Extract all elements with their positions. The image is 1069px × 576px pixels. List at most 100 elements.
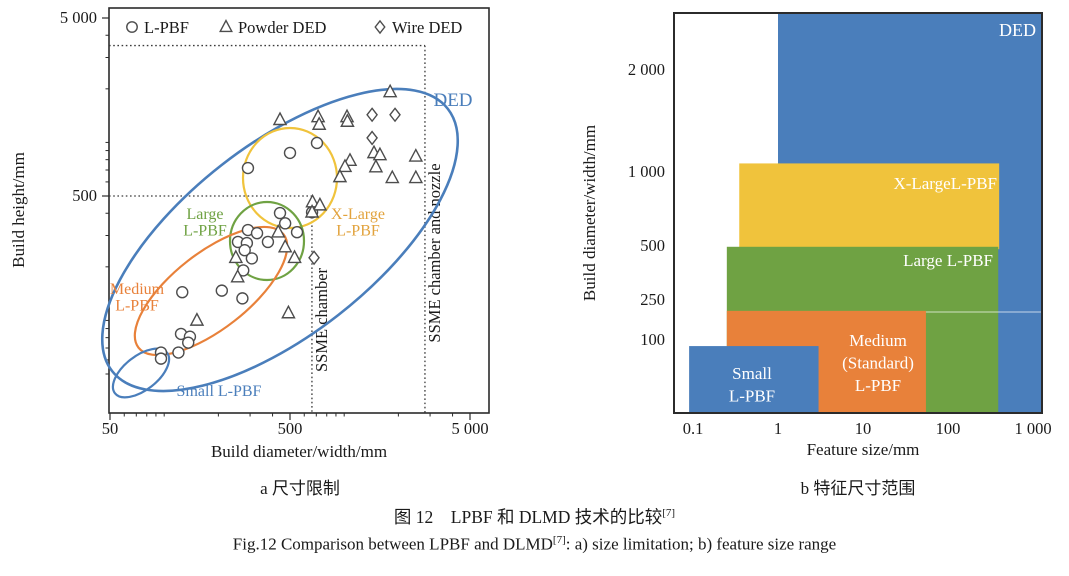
legend-label: L-PBF [144,18,189,37]
region-small-l-pbf [689,346,819,413]
x-tick-label: 1 [774,419,782,438]
point-wire-ded [308,250,320,266]
x-tick-label: 50 [102,419,119,438]
x-axis-title: Build diameter/width/mm [211,442,387,461]
y-tick-label: 2 000 [628,60,665,79]
point-l-pbf [241,161,255,175]
point-l-pbf [250,227,264,240]
group-label: L-PBF [115,298,159,315]
region-label: L-PBF [729,387,775,406]
group-label: X-Large [331,206,385,223]
point-powder-ded [340,113,355,127]
region-label: Large L-PBF [903,251,993,270]
point-l-pbf [176,286,189,299]
x-tick-label: 10 [855,419,872,438]
caption-english-text: Fig.12 Comparison between LPBF and DLMD [232,534,553,554]
subcaption-a: a 尺寸限制 [110,474,490,499]
point-powder-ded [270,223,286,238]
group-label: DED [433,90,472,111]
x-tick-label: 1 000 [1014,419,1051,438]
legend-marker-triangle [219,19,233,33]
region-x-largel-pbf [739,163,1000,250]
point-powder-ded [372,146,388,161]
point-powder-ded [272,111,288,126]
point-l-pbf [238,244,251,257]
region-label: (Standard) [842,354,914,373]
reference-line-label: SSME chamber [312,267,331,372]
reference-line-label: SSME chamber and nozzle [425,163,444,342]
chart-a-size-limitation: 50 500 5 000 500 5 000 SSME chamber SSME chamb… [9,7,490,461]
caption-english-ref: [7] [552,534,566,546]
point-powder-ded [277,238,293,253]
group-label: Large [186,206,223,223]
region-label: L-PBF [855,376,901,395]
chart-b-feature-size-range: DED X-LargeL-PBF Large L-PBF Medium (Standar… [580,12,1052,459]
point-l-pbf [236,292,249,305]
point-l-pbf [215,284,229,297]
point-powder-ded [281,304,296,319]
x-tick-label: 500 [278,419,303,438]
group-ellipse-ded [100,87,460,393]
y-tick-label: 500 [72,186,97,205]
x-tick-label: 100 [936,419,961,438]
point-powder-ded [332,168,348,183]
point-l-pbf [154,352,168,365]
point-powder-ded [408,148,424,162]
legend-marker-circle [126,21,138,33]
point-powder-ded [337,158,353,173]
caption-english-tail: : a) size limitation; b) feature size ra… [565,534,837,554]
point-powder-ded [228,249,244,264]
region-label: X-LargeL-PBF [893,174,997,193]
point-powder-ded [304,203,320,218]
x-tick-label: 0.1 [683,419,704,438]
point-wire-ded [389,107,401,123]
group-label: Medium [110,281,165,298]
region-label: Small [732,364,772,383]
point-l-pbf [273,206,287,220]
point-powder-ded [312,196,328,211]
point-l-pbf [172,346,185,359]
caption-english: Fig.12 Comparison between LPBF and DLMD[… [0,534,1069,555]
point-powder-ded [408,169,424,184]
point-l-pbf [278,217,292,230]
point-l-pbf [283,146,297,160]
point-powder-ded [385,169,400,184]
point-wire-ded [366,107,378,123]
subcaption-a-text: a 尺寸限制 [260,479,340,498]
y-tick-label: 5 000 [60,8,97,27]
region-label: DED [999,20,1036,40]
y-tick-label: 250 [640,290,665,309]
caption-chinese-ref: [7] [662,507,676,520]
caption-chinese-text: 图 12 LPBF 和 DLMD 技术的比较 [393,507,663,527]
point-powder-ded [368,158,384,173]
plot-frame [108,7,490,414]
point-l-pbf [261,235,275,249]
group-label: L-PBF [336,223,380,240]
point-l-pbf [290,226,304,239]
x-axis-title: Feature size/mm [807,440,920,459]
point-l-pbf [245,252,259,265]
point-l-pbf [310,136,324,150]
y-tick-label: 100 [640,330,665,349]
point-powder-ded [382,83,398,98]
subcaption-b-text: b 特征尺寸范围 [800,479,916,498]
y-axis-title: Build diameter/width/mm [580,125,599,301]
y-tick-label: 1 000 [628,162,665,181]
plot-frame [673,12,1043,414]
legend-label: Wire DED [392,18,462,37]
x-tick-label: 5 000 [451,419,488,438]
region-label: Medium [849,331,907,350]
point-powder-ded [287,249,302,264]
group-ellipse-large-l-pbf [228,200,306,282]
point-powder-ded [230,268,245,283]
point-powder-ded [311,116,327,130]
legend-label: Powder DED [238,18,327,37]
caption-chinese: 图 12 LPBF 和 DLMD 技术的比较[7] [0,504,1069,529]
subcaption-b: b 特征尺寸范围 [674,474,1042,499]
point-l-pbf [182,336,195,349]
point-wire-ded [366,130,378,146]
y-tick-label: 500 [640,236,665,255]
group-label: L-PBF [183,223,227,240]
point-powder-ded [189,312,205,326]
